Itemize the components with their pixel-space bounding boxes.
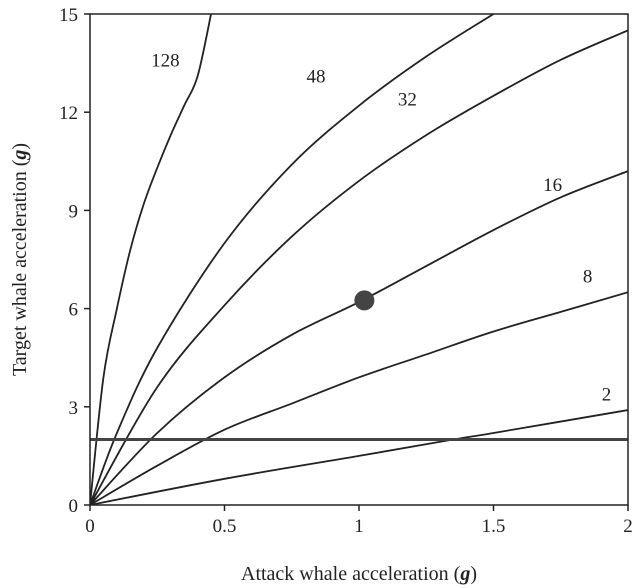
x-tick-label: 0.5	[213, 516, 237, 537]
y-axis-title: Target whale acceleration (g)	[9, 143, 31, 376]
x-axis-title: Attack whale acceleration (g)	[241, 563, 477, 585]
y-tick-label: 3	[69, 398, 79, 419]
y-tick-label: 12	[59, 103, 78, 124]
curve-32	[90, 29, 628, 505]
curves	[90, 14, 628, 505]
x-tick-label: 1	[354, 516, 364, 537]
x-axis-title-pre: Attack whale acceleration (	[241, 563, 461, 585]
y-axis-title-pre: Target whale acceleration (	[9, 159, 31, 376]
y-tick-label: 15	[59, 5, 78, 26]
curve-128	[90, 14, 212, 505]
curve-label-128: 128	[151, 50, 180, 71]
curve-2	[90, 409, 628, 505]
x-axis: 0 0.5 1 1.5 2	[85, 505, 633, 537]
curve-labels: 128 48 32 16 8 2	[151, 50, 611, 405]
y-tick-label: 6	[69, 300, 79, 321]
curve-label-2: 2	[602, 384, 612, 405]
curve-label-48: 48	[306, 67, 325, 88]
curve-label-8: 8	[583, 266, 593, 287]
y-axis: 0 3 6 9 12 15	[59, 5, 90, 517]
plot-frame	[89, 13, 629, 506]
x-tick-label: 2	[623, 516, 633, 537]
y-tick-label: 0	[69, 496, 79, 517]
x-axis-title-g: g	[459, 563, 470, 585]
x-tick-label: 0	[85, 516, 95, 537]
highlight-point	[354, 290, 375, 311]
x-tick-label: 1.5	[482, 516, 506, 537]
y-axis-title-post: )	[9, 143, 31, 150]
x-axis-title-post: )	[470, 563, 477, 585]
y-tick-label: 9	[69, 201, 79, 222]
curve-16	[90, 170, 628, 505]
curve-8	[90, 291, 628, 505]
curve-label-16: 16	[543, 175, 562, 196]
y-axis-title-g: g	[9, 150, 31, 161]
curve-label-32: 32	[398, 90, 417, 111]
curve-48	[90, 14, 494, 505]
